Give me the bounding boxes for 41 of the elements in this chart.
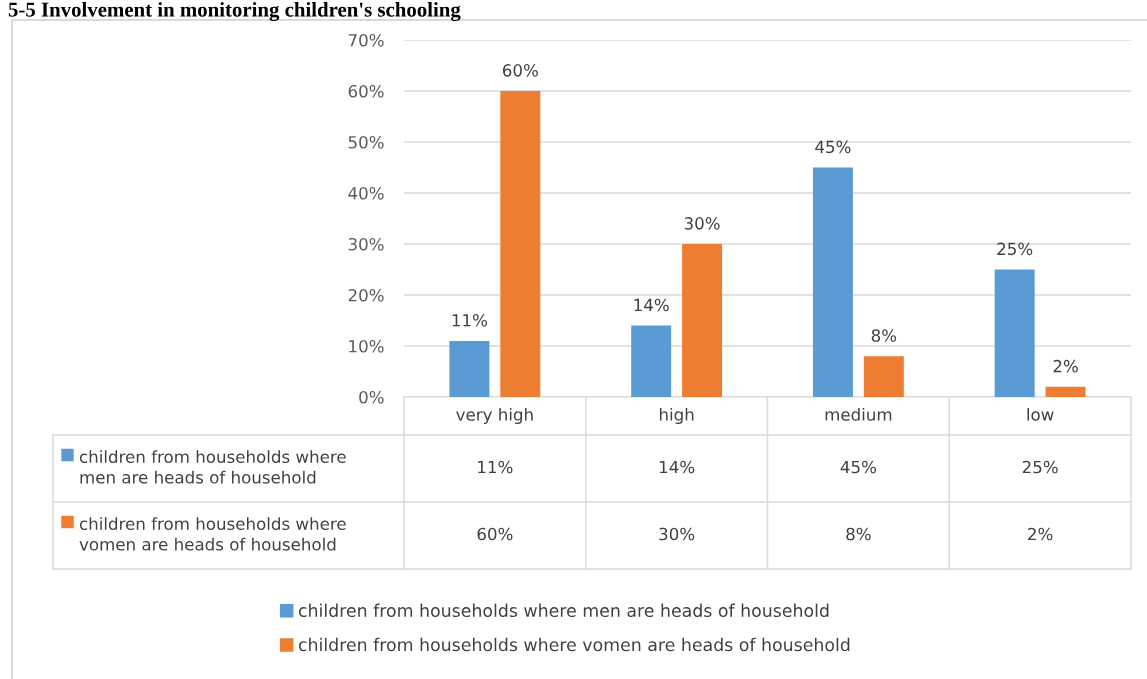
y-tick-label: 70% [348,33,384,47]
text: children from households where vomen are heads of household [298,637,850,652]
data-label: 60% [477,527,513,541]
x-tick-label: low [1027,407,1054,421]
bar [500,91,541,397]
data-label: 14% [659,460,695,474]
text: 30% [684,217,720,230]
text: 45% [815,140,851,154]
text: 5-5 Involvement in monitoring children's schooling [8,2,461,22]
bar [682,244,723,397]
y-tick-label: 10% [349,339,384,353]
x-tick-label: high [659,407,694,425]
bar [1045,386,1086,397]
bar [863,356,904,397]
data-label: 30% [659,527,695,541]
y-tick-label: 60% [348,84,384,98]
data-label: 2% [1028,527,1053,541]
y-tick-label: 20% [348,288,384,302]
bar [812,167,853,397]
text: 14% [634,298,669,312]
data-label: 45% [840,460,876,474]
text: 8% [871,329,897,342]
y-tick-label: 0% [359,390,384,404]
text: children from households where men are heads of household [298,603,829,618]
y-tick-label: 30% [348,237,384,251]
y-tick-label: 40% [348,186,384,200]
bar [449,340,490,397]
data-label: 11% [478,460,513,474]
y-tick-label: 50% [348,135,384,149]
data-label: 25% [1022,460,1058,474]
text: 11% [452,313,488,327]
text: 60% [502,64,538,77]
bar [631,325,672,397]
text: 25% [997,242,1033,256]
x-tick-label: medium [825,407,892,421]
text: 2% [1053,359,1078,373]
data-label: 8% [846,527,871,541]
legend-label: children from households where men are heads of household [79,450,346,484]
bar [994,269,1035,397]
legend-label: children from households where vomen are heads of household [79,517,346,551]
x-tick-label: very high [456,407,533,425]
